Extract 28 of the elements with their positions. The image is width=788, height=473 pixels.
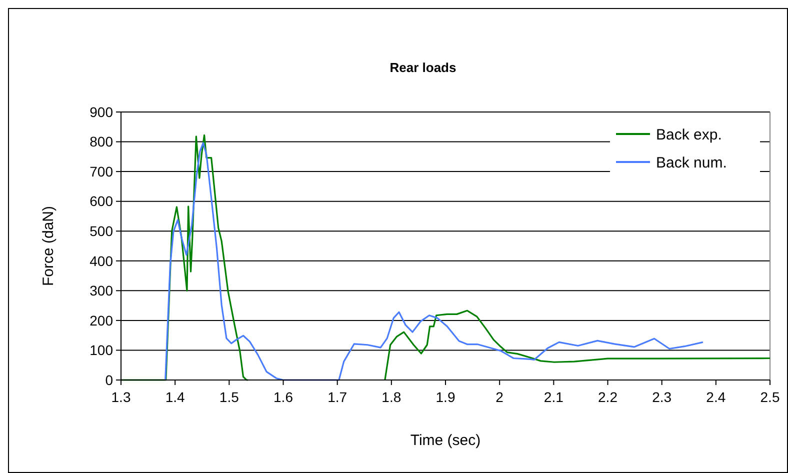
x-tick-label: 1.5 <box>219 389 240 405</box>
y-tick-label: 300 <box>90 282 114 299</box>
x-tick-label: 1.3 <box>111 389 131 405</box>
y-tick-label: 600 <box>90 193 114 210</box>
y-tick-label: 900 <box>90 104 114 120</box>
y-tick-label: 800 <box>90 134 114 150</box>
x-tick-label: 2.1 <box>544 389 564 405</box>
x-tick-label: 2.4 <box>706 389 726 405</box>
y-tick-label: 400 <box>90 252 114 269</box>
y-tick-label: 100 <box>90 342 114 358</box>
chart-title: Rear loads <box>390 60 456 75</box>
legend-label: Back num. <box>656 154 727 172</box>
y-tick-label: 200 <box>90 312 114 328</box>
x-tick-label: 1.4 <box>165 389 186 405</box>
x-tick-label: 2.2 <box>598 389 618 405</box>
x-axis-title: Time (sec) <box>410 432 481 449</box>
x-tick-label: 1.9 <box>436 389 456 405</box>
x-tick-label: 2 <box>496 389 504 405</box>
y-tick-label: 0 <box>105 372 114 388</box>
y-axis-title: Force (daN) <box>40 206 57 286</box>
x-tick-label: 2.3 <box>652 389 672 405</box>
x-tick-label: 1.7 <box>328 389 348 405</box>
x-tick-label: 1.8 <box>382 389 402 405</box>
y-tick-label: 500 <box>90 223 114 240</box>
y-tick-label: 700 <box>90 163 114 180</box>
legend-label: Back exp. <box>656 126 722 144</box>
x-tick-label: 2.5 <box>760 389 780 405</box>
x-tick-label: 1.6 <box>274 389 294 405</box>
